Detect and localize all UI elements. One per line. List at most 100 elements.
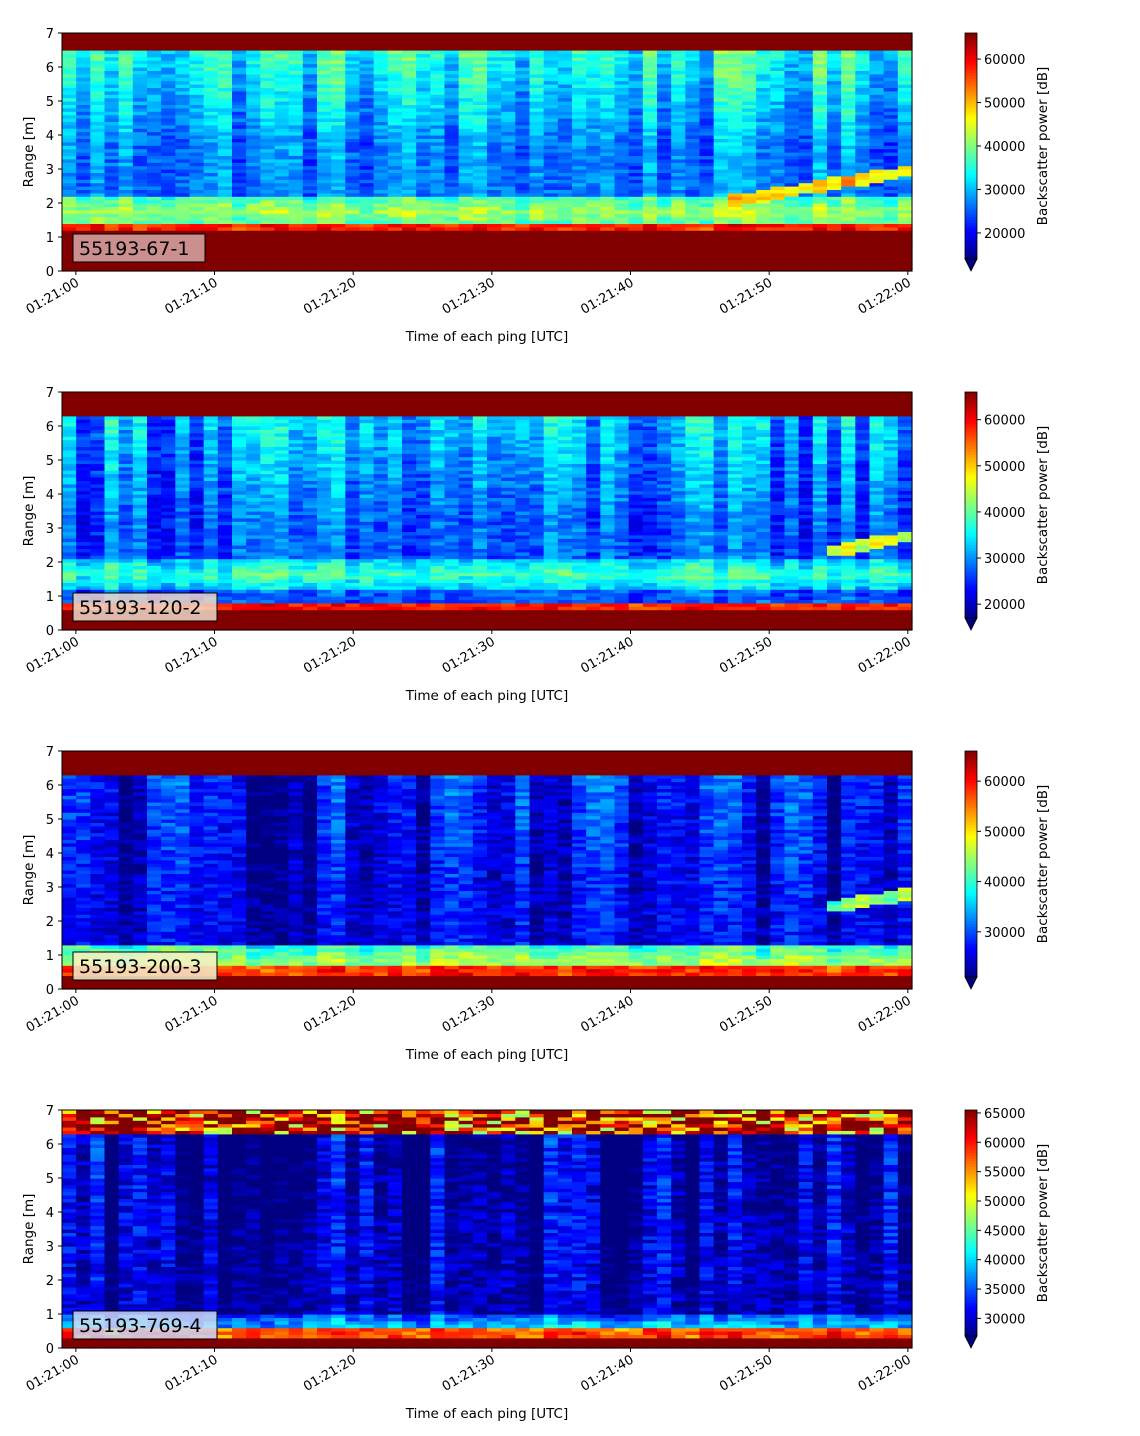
heatmap-cell	[770, 70, 786, 75]
heatmap-cell	[104, 107, 120, 112]
heatmap-cell	[147, 507, 162, 512]
heatmap-cell	[784, 250, 800, 255]
heatmap-cell	[175, 405, 191, 410]
heatmap-cell	[727, 230, 743, 235]
heatmap-cell	[402, 199, 417, 204]
heatmap-cell	[76, 152, 91, 156]
heatmap-cell	[175, 524, 191, 529]
heatmap-cell	[118, 456, 134, 461]
heatmap-cell	[614, 43, 630, 48]
heatmap-cell	[147, 73, 162, 78]
heatmap-cell	[671, 196, 686, 201]
heatmap-cell	[302, 189, 318, 194]
panel-label-box	[72, 233, 206, 263]
heatmap-cell	[444, 70, 460, 75]
heatmap-cell	[628, 145, 644, 150]
heatmap-cell	[132, 145, 148, 150]
heatmap-cell	[76, 36, 91, 41]
heatmap-cell	[132, 436, 148, 441]
heatmap-cell	[586, 50, 601, 54]
heatmap-cell	[586, 216, 601, 221]
heatmap-cell	[628, 186, 644, 190]
heatmap-cell	[189, 148, 205, 153]
heatmap-cell	[529, 114, 545, 119]
heatmap-cell	[302, 124, 318, 129]
heatmap-cell	[770, 240, 786, 245]
heatmap-cell	[628, 206, 644, 211]
heatmap-cell	[175, 436, 191, 441]
heatmap-cell	[175, 179, 191, 184]
heatmap-cell	[642, 70, 658, 75]
heatmap-cell	[387, 97, 403, 102]
heatmap-cell	[557, 90, 573, 95]
heatmap-cell	[317, 90, 332, 95]
heatmap-cell	[147, 50, 162, 54]
heatmap-cell	[90, 480, 106, 485]
heatmap-cell	[189, 575, 205, 580]
heatmap-cell	[671, 254, 686, 258]
heatmap-cell	[161, 209, 176, 214]
heatmap-cell	[827, 230, 842, 235]
heatmap-cell	[76, 267, 91, 272]
heatmap-cell	[798, 186, 814, 190]
heatmap-cell	[657, 148, 672, 153]
heatmap-cell	[572, 101, 587, 105]
heatmap-cell	[543, 77, 559, 82]
heatmap-cell	[246, 260, 261, 265]
heatmap-cell	[798, 107, 814, 112]
heatmap-cell	[487, 162, 502, 167]
heatmap-cell	[827, 172, 842, 177]
heatmap-cell	[104, 128, 120, 133]
heatmap-cell	[600, 114, 616, 119]
x-tick-label: 01:21:20	[301, 275, 359, 317]
heatmap-cell	[387, 179, 403, 184]
heatmap-cell	[742, 53, 757, 58]
heatmap-cell	[274, 67, 290, 71]
heatmap-cell	[189, 507, 205, 512]
heatmap-cell	[175, 216, 191, 221]
heatmap-cell	[614, 267, 630, 272]
heatmap-cell	[472, 43, 488, 48]
heatmap-cell	[713, 182, 729, 187]
heatmap-cell	[288, 199, 304, 204]
heatmap-cell	[812, 121, 828, 126]
heatmap-cell	[671, 97, 686, 102]
heatmap-cell	[90, 33, 106, 37]
heatmap-cell	[387, 77, 403, 82]
heatmap-cell	[260, 230, 276, 235]
heatmap-cell	[699, 179, 715, 184]
heatmap-cell	[458, 260, 474, 265]
heatmap-cell	[543, 46, 559, 51]
heatmap-cell	[345, 260, 361, 265]
heatmap-cell	[161, 36, 176, 41]
heatmap-cell	[62, 223, 77, 228]
heatmap-cell	[543, 50, 559, 54]
heatmap-cell	[600, 237, 616, 241]
heatmap-cell	[76, 449, 91, 454]
heatmap-cell	[770, 33, 786, 37]
heatmap-cell	[62, 50, 77, 54]
heatmap-cell	[288, 46, 304, 51]
heatmap-cell	[614, 264, 630, 269]
heatmap-cell	[487, 216, 502, 221]
heatmap-cell	[147, 545, 162, 549]
heatmap-cell	[685, 73, 701, 78]
heatmap-cell	[175, 60, 191, 65]
heatmap-cell	[118, 216, 134, 221]
heatmap-cell	[756, 114, 771, 119]
heatmap-cell	[515, 118, 531, 122]
heatmap-cell	[543, 131, 559, 136]
heatmap-cell	[543, 60, 559, 65]
heatmap-cell	[897, 192, 913, 197]
heatmap-cell	[883, 179, 899, 184]
heatmap-cell	[402, 141, 417, 146]
heatmap-cell	[203, 155, 219, 160]
heatmap-cell	[827, 169, 842, 173]
heatmap-cell	[104, 514, 120, 519]
heatmap-cell	[742, 121, 757, 126]
heatmap-cell	[515, 36, 531, 41]
heatmap-cell	[713, 87, 729, 92]
heatmap-cell	[274, 111, 290, 116]
heatmap-cell	[90, 446, 106, 451]
heatmap-cell	[118, 101, 134, 105]
